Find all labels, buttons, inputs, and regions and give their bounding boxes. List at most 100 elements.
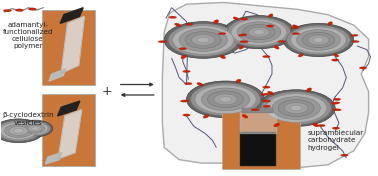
Ellipse shape xyxy=(313,123,319,127)
Circle shape xyxy=(278,100,314,117)
Circle shape xyxy=(208,91,243,108)
Text: adamantyl-
functionalized
cellulose
polymer: adamantyl- functionalized cellulose poly… xyxy=(3,22,53,49)
Circle shape xyxy=(231,19,287,45)
Circle shape xyxy=(19,121,51,136)
Ellipse shape xyxy=(333,98,341,100)
Circle shape xyxy=(308,35,329,45)
Circle shape xyxy=(25,124,45,133)
Ellipse shape xyxy=(268,91,274,95)
Ellipse shape xyxy=(333,109,341,111)
Circle shape xyxy=(257,90,335,126)
Ellipse shape xyxy=(183,114,190,116)
Ellipse shape xyxy=(251,109,260,111)
Ellipse shape xyxy=(239,46,244,49)
Ellipse shape xyxy=(332,127,339,129)
Circle shape xyxy=(201,88,250,111)
Ellipse shape xyxy=(181,55,187,59)
Ellipse shape xyxy=(268,14,273,17)
Ellipse shape xyxy=(175,23,181,27)
Circle shape xyxy=(243,24,275,40)
FancyBboxPatch shape xyxy=(242,108,273,113)
Circle shape xyxy=(185,32,221,48)
Circle shape xyxy=(5,124,33,137)
Ellipse shape xyxy=(262,100,271,102)
Ellipse shape xyxy=(291,27,299,29)
Circle shape xyxy=(220,97,231,102)
Circle shape xyxy=(287,25,350,55)
Circle shape xyxy=(227,17,291,47)
FancyBboxPatch shape xyxy=(222,108,300,169)
Ellipse shape xyxy=(214,20,219,24)
Ellipse shape xyxy=(263,86,270,88)
Polygon shape xyxy=(45,153,62,164)
Ellipse shape xyxy=(298,54,304,57)
Polygon shape xyxy=(61,16,84,73)
FancyBboxPatch shape xyxy=(42,10,96,85)
Ellipse shape xyxy=(3,10,11,12)
Ellipse shape xyxy=(293,25,298,28)
Text: supramolecular
carbohydrate
hydrogel: supramolecular carbohydrate hydrogel xyxy=(307,130,364,151)
Circle shape xyxy=(164,22,242,58)
Circle shape xyxy=(272,97,320,120)
Ellipse shape xyxy=(292,33,300,35)
Ellipse shape xyxy=(332,102,340,104)
Circle shape xyxy=(191,83,261,116)
Circle shape xyxy=(290,105,302,111)
Ellipse shape xyxy=(184,83,192,85)
Polygon shape xyxy=(60,8,83,23)
Ellipse shape xyxy=(263,105,271,108)
Circle shape xyxy=(0,120,41,141)
Ellipse shape xyxy=(186,23,193,25)
Circle shape xyxy=(313,37,324,42)
Circle shape xyxy=(197,37,209,43)
Ellipse shape xyxy=(183,70,190,73)
Ellipse shape xyxy=(341,154,348,156)
Circle shape xyxy=(173,26,234,54)
Ellipse shape xyxy=(274,123,280,127)
Circle shape xyxy=(0,122,37,139)
Circle shape xyxy=(283,23,354,56)
Ellipse shape xyxy=(203,114,209,118)
Circle shape xyxy=(237,22,281,42)
Ellipse shape xyxy=(240,18,248,20)
FancyBboxPatch shape xyxy=(240,132,276,166)
Circle shape xyxy=(9,126,28,135)
Ellipse shape xyxy=(263,55,270,58)
Circle shape xyxy=(266,94,327,122)
Ellipse shape xyxy=(236,79,241,83)
Circle shape xyxy=(22,122,48,134)
Circle shape xyxy=(31,127,39,130)
Ellipse shape xyxy=(274,46,279,49)
Circle shape xyxy=(186,81,265,118)
Ellipse shape xyxy=(328,22,332,25)
Polygon shape xyxy=(240,112,276,133)
Text: +: + xyxy=(101,85,112,98)
Circle shape xyxy=(17,120,53,137)
FancyBboxPatch shape xyxy=(42,94,96,166)
Ellipse shape xyxy=(240,40,248,43)
Ellipse shape xyxy=(180,100,189,102)
Circle shape xyxy=(214,94,237,105)
Ellipse shape xyxy=(307,88,311,92)
Circle shape xyxy=(261,92,331,125)
Ellipse shape xyxy=(197,83,203,86)
Ellipse shape xyxy=(218,33,226,35)
Ellipse shape xyxy=(242,114,248,118)
Ellipse shape xyxy=(158,40,167,43)
Ellipse shape xyxy=(266,25,274,27)
Circle shape xyxy=(284,103,308,114)
Circle shape xyxy=(224,15,294,49)
Circle shape xyxy=(195,85,256,114)
Ellipse shape xyxy=(352,40,359,43)
Ellipse shape xyxy=(15,9,23,11)
Circle shape xyxy=(14,128,23,133)
Polygon shape xyxy=(57,101,80,116)
Text: β-cyclodextrin
vesicles: β-cyclodextrin vesicles xyxy=(3,112,54,126)
Ellipse shape xyxy=(220,55,226,59)
Ellipse shape xyxy=(179,48,186,50)
Ellipse shape xyxy=(277,40,285,43)
Ellipse shape xyxy=(332,59,339,61)
Circle shape xyxy=(297,30,340,50)
Ellipse shape xyxy=(318,124,325,127)
Ellipse shape xyxy=(233,17,239,20)
